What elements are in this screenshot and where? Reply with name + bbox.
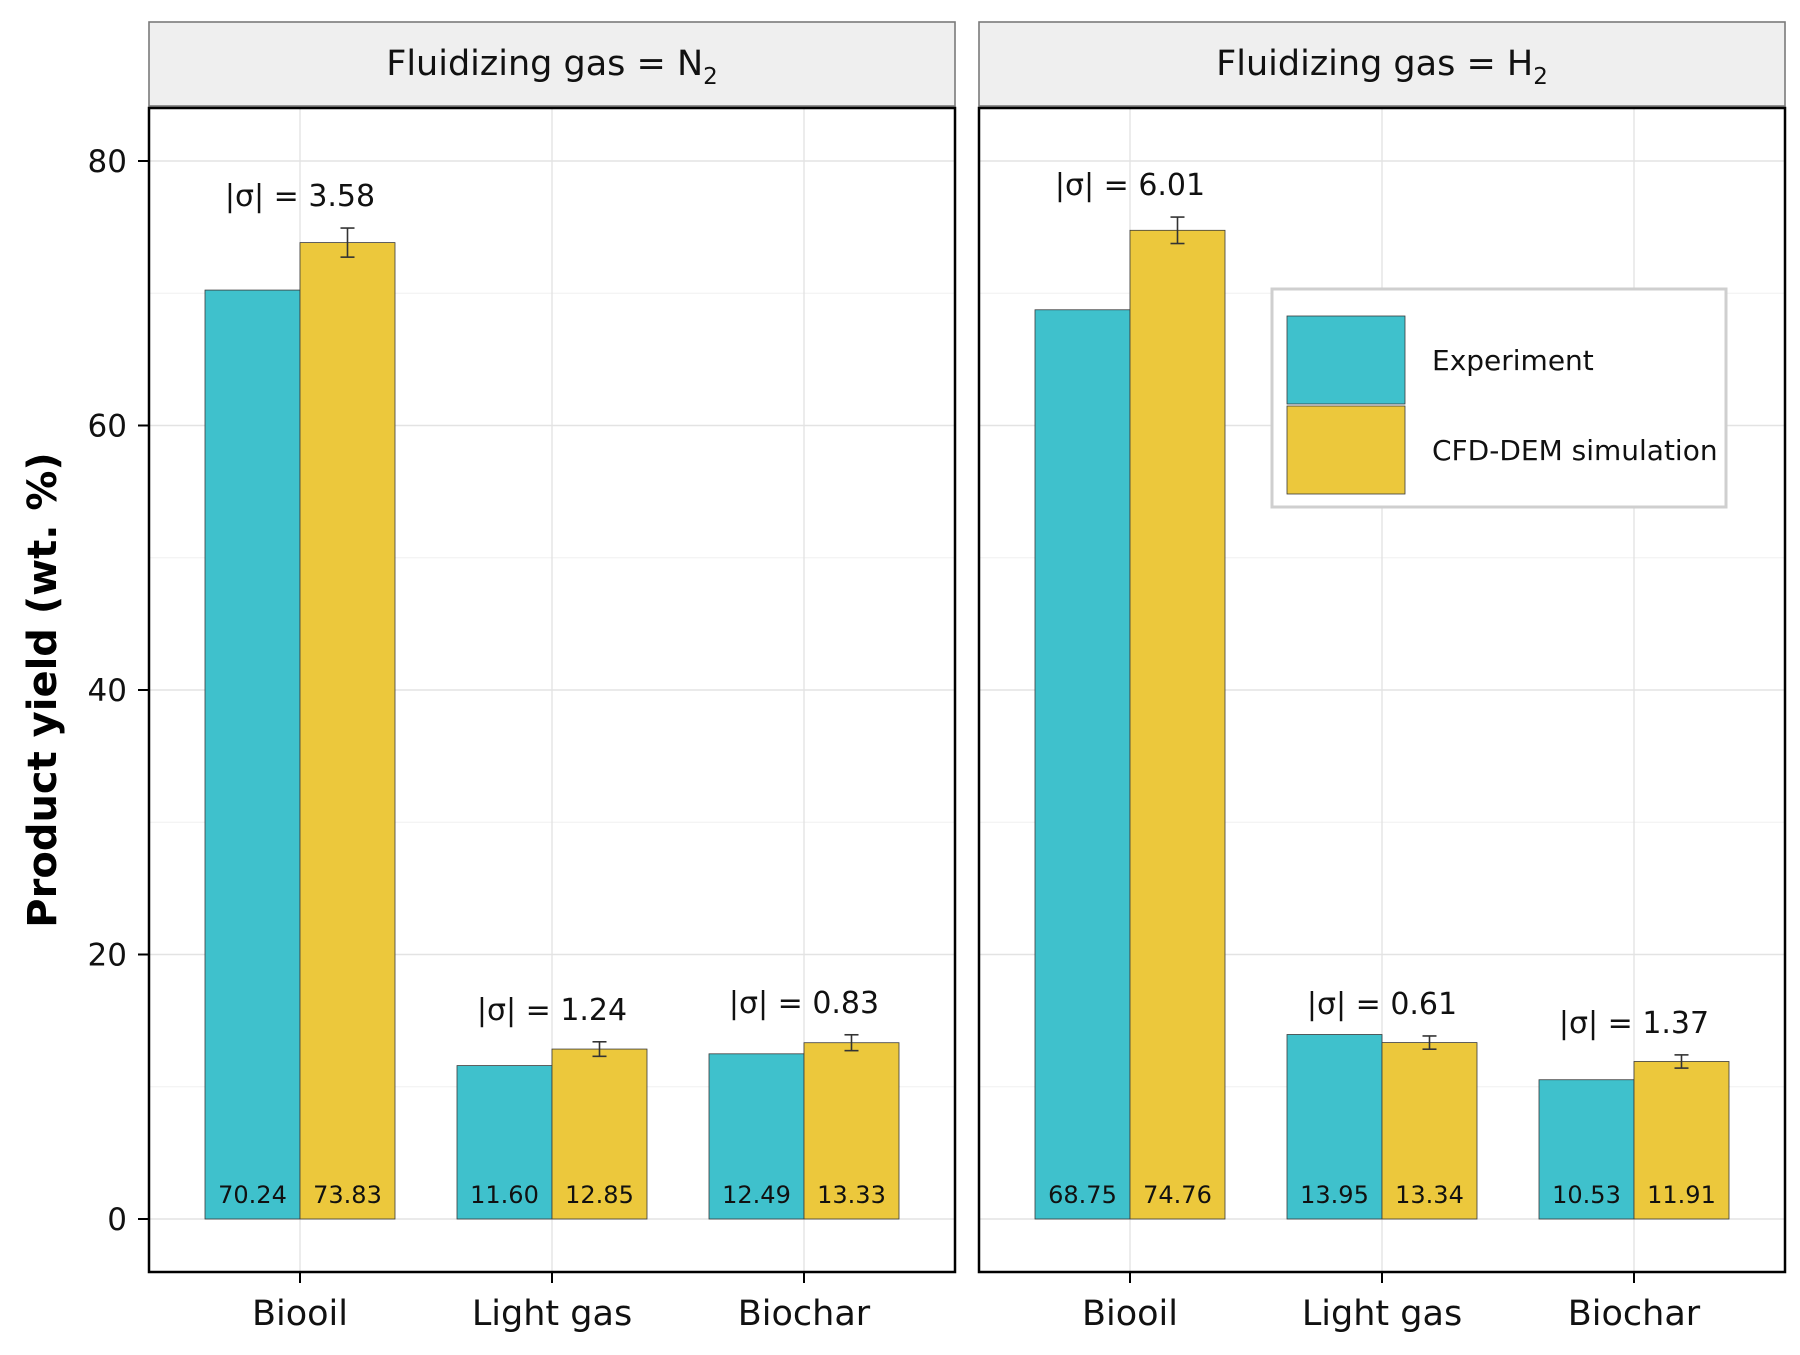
bar-cfd-dem-simulation-biooil bbox=[1129, 229, 1226, 1220]
bar-value-label: 13.95 bbox=[1300, 1181, 1369, 1209]
bar-cfd-dem-simulation-biochar bbox=[803, 1042, 900, 1220]
bar-cfd-dem-simulation-biochar bbox=[1633, 1061, 1730, 1220]
bar-value-label: 11.91 bbox=[1647, 1181, 1716, 1209]
y-tick-label: 40 bbox=[88, 673, 127, 709]
x-tick-label: Biochar bbox=[1568, 1294, 1701, 1334]
bar-value-label: 10.53 bbox=[1552, 1181, 1621, 1209]
legend-key bbox=[1286, 315, 1406, 405]
sigma-annotation: |σ| = 3.58 bbox=[225, 179, 375, 214]
bar-experiment-biooil bbox=[1034, 309, 1131, 1220]
x-tick-label: Biooil bbox=[252, 1294, 348, 1334]
y-tick-label: 0 bbox=[107, 1202, 127, 1238]
facet-strip-label: Fluidizing gas = H2 bbox=[1216, 44, 1548, 90]
x-tick-label: Biooil bbox=[1082, 1294, 1178, 1334]
strip-label-subscript: 2 bbox=[1533, 64, 1548, 90]
x-tick-label: Light gas bbox=[1302, 1294, 1462, 1334]
bar-experiment-biochar bbox=[1538, 1079, 1635, 1220]
bar-value-label: 73.83 bbox=[313, 1181, 382, 1209]
bar-value-label: 11.60 bbox=[470, 1181, 539, 1209]
x-tick-label: Biochar bbox=[738, 1294, 871, 1334]
legend: Experiment CFD-DEM simulation bbox=[1270, 287, 1728, 509]
y-tick-label: 80 bbox=[88, 144, 127, 180]
bar-value-label: 13.34 bbox=[1395, 1181, 1464, 1209]
bar-experiment-light-gas bbox=[456, 1065, 553, 1220]
y-tick-label: 20 bbox=[88, 938, 127, 974]
legend-label: CFD-DEM simulation bbox=[1432, 434, 1718, 467]
bar-value-label: 12.49 bbox=[722, 1181, 791, 1209]
bar-value-label: 70.24 bbox=[218, 1181, 287, 1209]
facet-strip-label: Fluidizing gas = N2 bbox=[386, 44, 718, 90]
legend-label: Experiment bbox=[1432, 344, 1594, 377]
sigma-annotation: |σ| = 1.37 bbox=[1559, 1006, 1709, 1041]
strip-label-subscript: 2 bbox=[703, 64, 718, 90]
sigma-annotation: |σ| = 1.24 bbox=[477, 993, 627, 1028]
sigma-annotation: |σ| = 6.01 bbox=[1055, 168, 1205, 203]
bar-value-label: 74.76 bbox=[1143, 1181, 1212, 1209]
sigma-annotation: |σ| = 0.61 bbox=[1307, 987, 1457, 1022]
bar-value-label: 12.85 bbox=[565, 1181, 634, 1209]
bar-experiment-biochar bbox=[708, 1053, 805, 1220]
legend-key bbox=[1286, 405, 1406, 495]
panel-1: Fluidizing gas = N2 70.24 11.60 12.49 73.83 1… bbox=[147, 21, 957, 1334]
x-tick-label: Light gas bbox=[472, 1294, 632, 1334]
panel-border bbox=[977, 106, 1787, 1274]
bar-experiment-biooil bbox=[204, 289, 301, 1220]
facet-strip bbox=[978, 21, 1786, 107]
bar-cfd-dem-simulation-biooil bbox=[299, 242, 396, 1220]
bar-value-label: 13.33 bbox=[817, 1181, 886, 1209]
facet-strip bbox=[148, 21, 956, 107]
panel-2: Fluidizing gas = H2 68.75 13.95 10.53 74.76 1… bbox=[977, 21, 1787, 1334]
strip-label-main: Fluidizing gas = H bbox=[1216, 44, 1533, 84]
y-axis: 0 20 40 60 80 Product yield (wt. %) bbox=[20, 144, 149, 1238]
bar-experiment-light-gas bbox=[1286, 1034, 1383, 1220]
y-axis-title: Product yield (wt. %) bbox=[20, 452, 66, 927]
bar-cfd-dem-simulation-light-gas bbox=[551, 1048, 648, 1220]
y-tick-label: 60 bbox=[88, 409, 127, 445]
sigma-annotation: |σ| = 0.83 bbox=[729, 986, 879, 1021]
bar-cfd-dem-simulation-light-gas bbox=[1381, 1042, 1478, 1220]
strip-label-main: Fluidizing gas = N bbox=[386, 44, 703, 84]
bar-value-label: 68.75 bbox=[1048, 1181, 1117, 1209]
